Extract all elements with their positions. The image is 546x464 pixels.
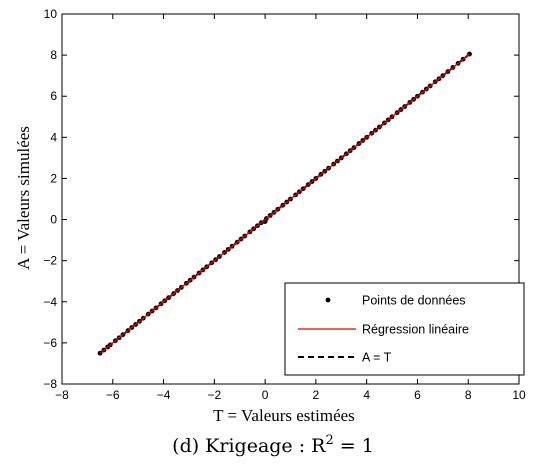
caption-suffix: = 1 [334,435,374,457]
series-layer [97,51,472,356]
x-tick-label: −6 [106,388,120,402]
y-tick-label: 8 [50,48,57,62]
legend-points-marker [325,297,331,303]
y-tick-label: 2 [50,171,57,185]
x-axis-title: T = Valeurs estimées [213,406,355,425]
y-tick-label: 0 [50,213,57,227]
x-tick-label: 10 [512,388,526,402]
x-tick-labels: −8 −6 −4 −2 0 2 4 6 8 10 [55,388,526,402]
y-tick-label: −6 [43,336,57,350]
legend-label-identity: A = T [362,351,392,365]
x-tick-label: 4 [363,388,370,402]
y-tick-label: 6 [50,89,57,103]
x-tick-label: 2 [313,388,320,402]
y-axis-title: A = Valeurs simulées [14,126,33,270]
y-tick-label: −2 [43,254,57,268]
regression-line [99,53,470,354]
legend: Points de données Régression linéaire A … [284,282,525,376]
caption-prefix: (d) Krigeage : R [172,435,326,457]
y-tick-label: 4 [50,130,57,144]
x-tick-label: −2 [207,388,221,402]
y-tick-labels: −8 −6 −4 −2 0 2 4 6 8 10 [43,7,57,391]
x-tick-label: 0 [262,388,269,402]
axis-ticks [61,13,520,385]
x-tick-label: −8 [55,388,69,402]
y-tick-label: −4 [43,295,57,309]
figure-caption: (d) Krigeage : R2 = 1 [172,433,374,457]
x-tick-label: −4 [157,388,171,402]
y-tick-label: 10 [44,7,58,21]
caption-superscript: 2 [325,433,333,448]
legend-label-points: Points de données [362,294,466,308]
y-tick-label: −8 [43,377,57,391]
legend-label-regression: Régression linéaire [362,323,469,337]
x-tick-label: 6 [414,388,421,402]
x-tick-label: 8 [465,388,472,402]
